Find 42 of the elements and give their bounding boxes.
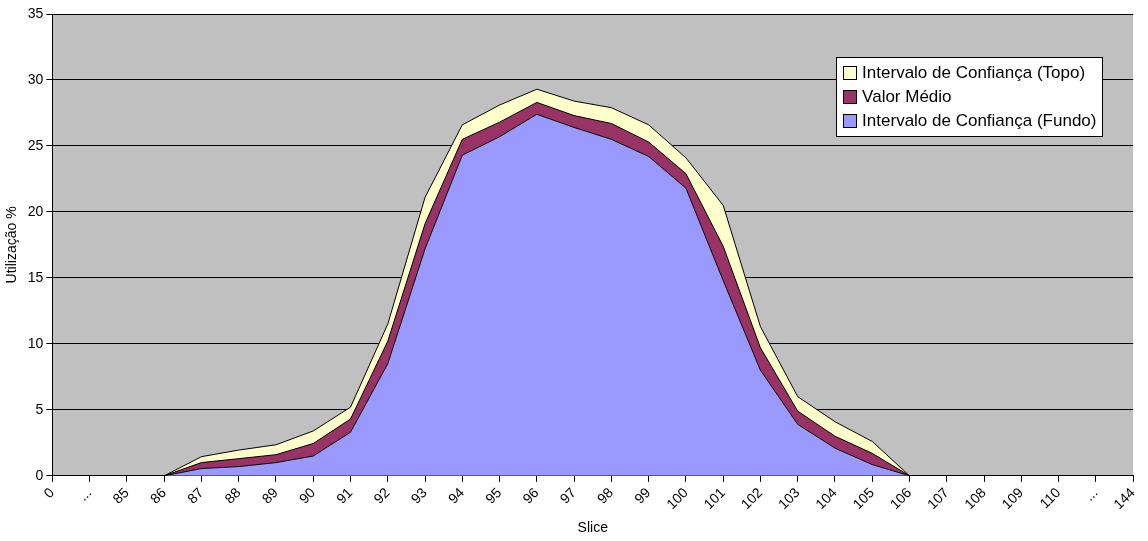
- legend-label: Intervalo de Confiança (Topo): [862, 62, 1086, 84]
- x-tick-label: 110: [1036, 484, 1064, 512]
- x-tick-label: 102: [737, 484, 766, 513]
- x-tick-label: 95: [482, 484, 505, 507]
- x-tick-label: ...: [1081, 484, 1101, 504]
- legend-label: Valor Médio: [862, 86, 952, 108]
- x-tick-label: 108: [961, 484, 990, 513]
- y-tick-label: 35: [27, 4, 44, 21]
- y-tick-label: 30: [27, 70, 44, 87]
- x-axis-title: Slice: [577, 519, 609, 536]
- y-tick-label: 10: [27, 334, 44, 351]
- x-tick-label: 94: [444, 484, 468, 507]
- x-tick-label: 104: [812, 484, 840, 513]
- x-tick-label: 106: [886, 484, 915, 513]
- x-tick-label: 99: [631, 484, 654, 507]
- x-tick-label: 86: [146, 484, 170, 507]
- x-tick-label: 89: [258, 484, 281, 507]
- y-tick-label: 25: [27, 136, 44, 153]
- x-tick-label: 107: [923, 484, 952, 513]
- y-tick-label: 20: [27, 202, 44, 219]
- y-axis-title: Utilização %: [3, 206, 20, 284]
- x-tick-label: 103: [774, 484, 803, 513]
- x-tick-label: 97: [556, 484, 580, 507]
- x-tick-label: 90: [295, 484, 319, 507]
- x-tick-label: 93: [407, 484, 431, 507]
- y-tick-label: 0: [35, 466, 44, 483]
- x-tick-label: 109: [998, 484, 1027, 513]
- x-tick-label: 101: [700, 484, 729, 513]
- y-tick-label: 15: [27, 268, 44, 285]
- x-tick-label: 88: [221, 484, 244, 507]
- x-tick-label: ...: [74, 484, 95, 504]
- x-tick-label: 144: [1110, 484, 1139, 513]
- legend-label: Intervalo de Confiança (Fundo): [862, 110, 1097, 132]
- x-tick-label: 85: [109, 484, 132, 507]
- x-tick-label: 100: [662, 484, 691, 513]
- y-tick-label: 5: [35, 400, 44, 417]
- x-tick-label: 105: [849, 484, 878, 513]
- x-tick-label: 87: [183, 484, 207, 507]
- x-tick-label: 92: [370, 484, 393, 507]
- x-tick-label: 96: [519, 484, 542, 507]
- x-tick-label: 98: [593, 484, 617, 507]
- x-tick-label: 91: [333, 484, 356, 507]
